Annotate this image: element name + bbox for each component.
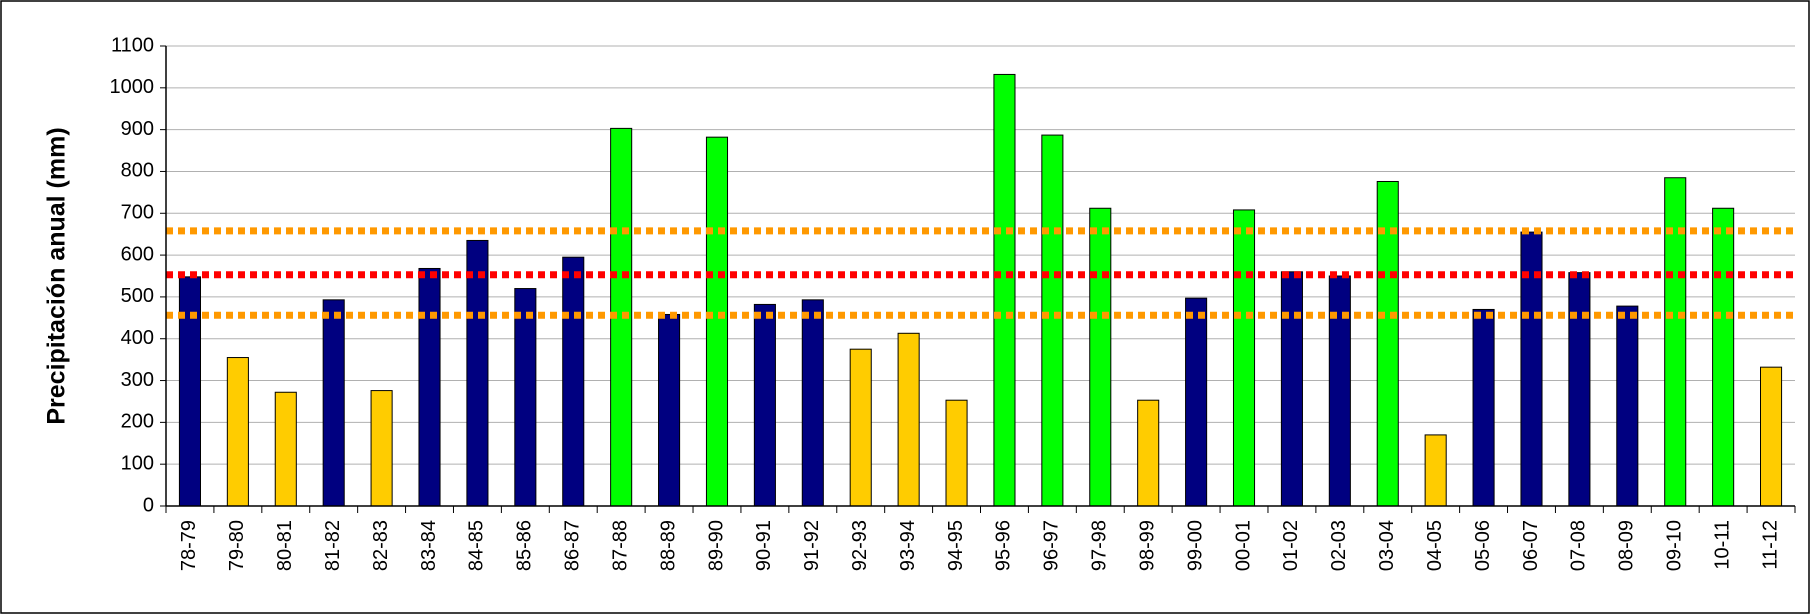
x-tick-label: 95-96 (993, 520, 1015, 571)
bar (801, 299, 824, 507)
x-tick-label: 05-06 (1472, 520, 1494, 571)
bar (418, 267, 441, 507)
bar (705, 136, 729, 507)
bar (178, 276, 201, 507)
x-tick-label: 09-10 (1664, 520, 1686, 571)
x-tick-label: 85-86 (514, 520, 536, 571)
bar (466, 239, 489, 507)
bar (370, 390, 393, 507)
x-tick-label: 98-99 (1136, 520, 1158, 571)
x-tick-label: 04-05 (1424, 520, 1446, 571)
bar (1760, 366, 1783, 507)
bar (514, 288, 537, 507)
x-tick-label: 86-87 (562, 520, 584, 571)
y-tick-label: 500 (121, 285, 154, 307)
bar (753, 303, 776, 507)
x-tick-label: 08-09 (1616, 520, 1638, 571)
y-tick-label: 1100 (111, 34, 154, 56)
bar (1568, 272, 1591, 507)
bar (1041, 134, 1064, 507)
y-tick-label: 600 (121, 243, 154, 265)
x-tick-label: 80-81 (274, 520, 296, 571)
x-tick-label: 83-84 (418, 520, 440, 571)
x-tick-label: 02-03 (1328, 520, 1350, 571)
bar (1616, 305, 1639, 507)
x-tick-label: 10-11 (1711, 520, 1733, 570)
bar (322, 299, 345, 507)
y-tick-label: 200 (121, 411, 154, 433)
bar (1185, 297, 1208, 507)
bar (1089, 207, 1112, 507)
bar (1664, 177, 1687, 507)
bar (1712, 207, 1735, 507)
bar (562, 256, 585, 507)
x-tick-label: 92-93 (849, 520, 871, 571)
bar (1280, 271, 1303, 507)
x-tick-label: 00-01 (1232, 520, 1254, 571)
bar (1328, 275, 1351, 507)
x-tick-label: 90-91 (753, 520, 775, 571)
x-tick-label: 11-12 (1759, 520, 1781, 570)
x-tick-label: 87-88 (609, 520, 631, 571)
x-tick-label: 81-82 (322, 520, 344, 571)
x-tick-label: 06-07 (1520, 520, 1542, 571)
bar (945, 399, 968, 507)
y-tick-label: 800 (121, 160, 154, 182)
x-tick-label: 82-83 (370, 520, 392, 571)
bar (1424, 434, 1447, 507)
bar (897, 332, 920, 507)
x-tick-label: 84-85 (466, 520, 488, 571)
bar (226, 357, 249, 507)
x-tick-label: 96-97 (1041, 520, 1063, 571)
x-tick-label: 78-79 (178, 520, 200, 571)
x-tick-label: 97-98 (1089, 520, 1111, 571)
y-tick-label: 0 (143, 494, 154, 516)
x-tick-label: 79-80 (226, 520, 248, 571)
bar (1232, 209, 1256, 507)
x-tick-label: 94-95 (945, 520, 967, 571)
x-tick-label: 03-04 (1376, 520, 1398, 571)
y-tick-label: 1000 (110, 76, 155, 98)
x-tick-label: 91-92 (801, 520, 823, 571)
bar (1137, 399, 1160, 507)
x-tick-label: 88-89 (657, 520, 679, 571)
y-tick-label: 300 (121, 369, 154, 391)
bar (1472, 308, 1495, 507)
y-tick-label: 100 (121, 452, 154, 474)
x-tick-label: 93-94 (897, 520, 919, 571)
y-tick-label: 900 (121, 118, 154, 140)
bar (658, 313, 681, 507)
x-tick-label: 07-08 (1568, 520, 1590, 571)
y-tick-label: 400 (121, 327, 154, 349)
y-axis-label: Precipitación anual (mm) (43, 127, 71, 424)
bar (274, 391, 297, 507)
y-tick-label: 700 (121, 202, 154, 224)
x-tick-label: 99-00 (1184, 520, 1206, 571)
bar (849, 348, 872, 507)
x-tick-label: 89-90 (705, 520, 727, 571)
x-tick-label: 01-02 (1280, 520, 1302, 571)
bar (993, 73, 1016, 507)
